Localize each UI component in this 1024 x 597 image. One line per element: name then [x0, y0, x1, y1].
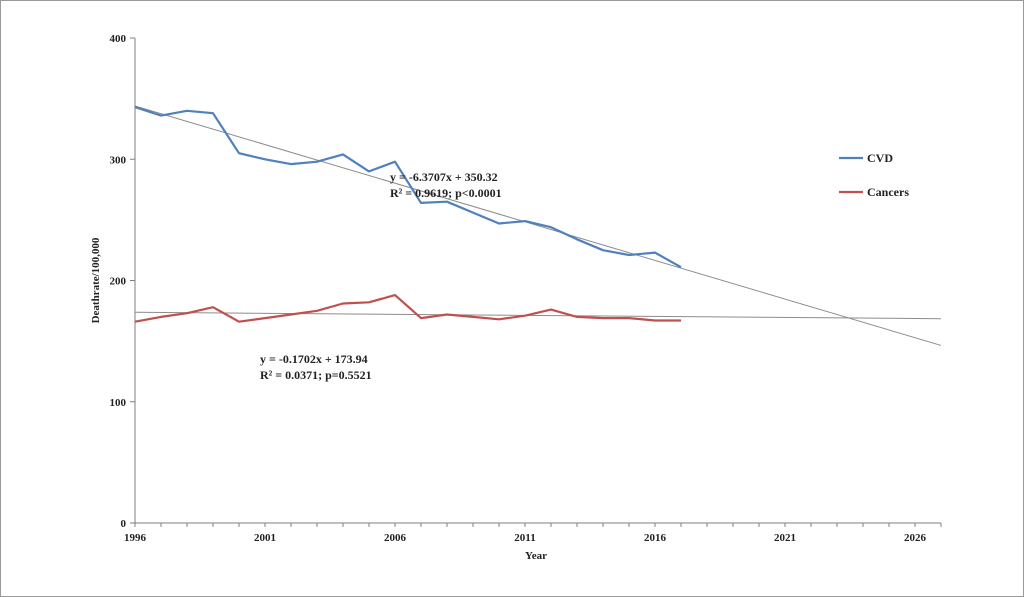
axes: 0 100 200 300 400 1996 2001 2006 2011 2016 2021 202…: [110, 33, 942, 544]
trendline-cancers: [134, 311, 942, 320]
trendlines: [134, 105, 942, 346]
trendline-cvd: [134, 105, 942, 346]
trend-equation-cancers: y = -0.1702x + 173.94: [260, 352, 368, 366]
x-tick-label: 2026: [904, 532, 927, 544]
x-tick-label: 2016: [644, 532, 667, 544]
legend-label-cvd: CVD: [867, 151, 893, 165]
trend-equation-cvd: y = -6.3707x + 350.32: [390, 170, 498, 184]
y-axis-title: Deathrate/100,000: [90, 237, 102, 323]
legend-label-cancers: Cancers: [867, 185, 909, 199]
x-tick-label: 2001: [254, 532, 276, 544]
series-line-cvd: [134, 106, 682, 269]
trend-r2-cancers: R² = 0.0371; p=0.5521: [260, 368, 372, 382]
y-tick-label: 200: [110, 276, 127, 288]
x-tick-label: 1996: [124, 532, 147, 544]
y-tick-label: 300: [110, 154, 127, 166]
x-axis-title: Year: [525, 550, 547, 562]
series-line-cancers: [134, 294, 681, 323]
series-lines: [134, 106, 682, 323]
y-tick-label: 400: [110, 33, 127, 45]
y-tick-label: 0: [121, 518, 127, 530]
trend-annotations: y = -6.3707x + 350.32 R² = 0.9619; p<0.00…: [260, 170, 502, 382]
trend-r2-cvd: R² = 0.9619; p<0.0001: [390, 186, 502, 200]
x-tick-label: 2011: [514, 532, 535, 544]
y-tick-label: 100: [110, 397, 127, 409]
x-tick-label: 2006: [384, 532, 407, 544]
x-tick-label: 2021: [774, 532, 796, 544]
legend: CVD Cancers: [839, 151, 909, 199]
